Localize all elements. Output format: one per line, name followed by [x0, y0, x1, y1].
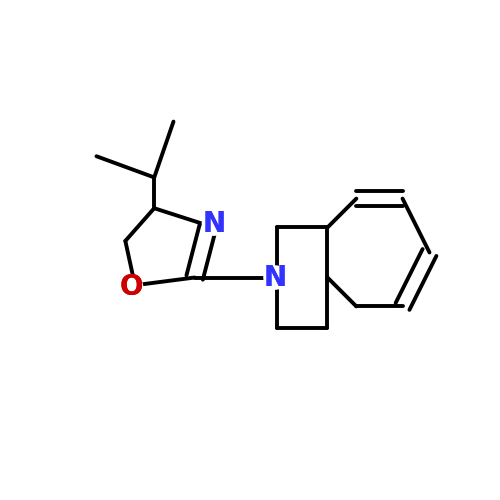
Text: N: N	[202, 210, 226, 238]
Text: N: N	[264, 264, 287, 291]
Circle shape	[264, 266, 287, 289]
Circle shape	[202, 212, 226, 235]
Text: N: N	[202, 210, 226, 238]
Circle shape	[120, 276, 142, 298]
Text: O: O	[120, 273, 143, 301]
Text: O: O	[120, 273, 143, 301]
Text: N: N	[264, 264, 287, 291]
